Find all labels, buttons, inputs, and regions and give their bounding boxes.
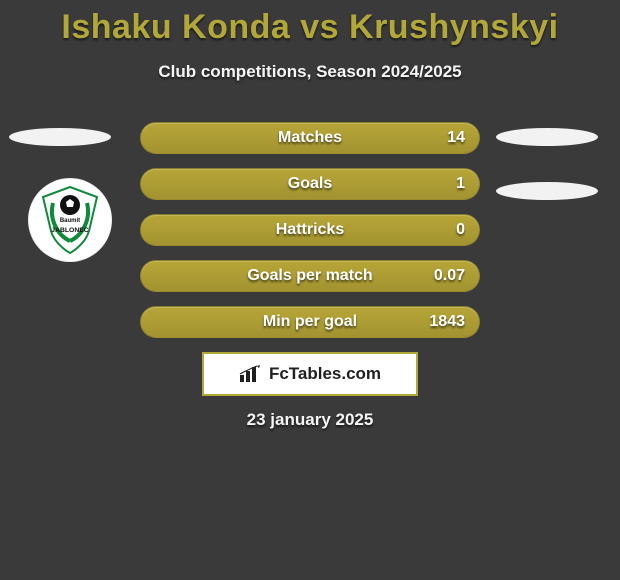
stat-label: Matches [141, 129, 479, 147]
stats-container: Matches 14 Goals 1 Hattricks 0 Goals per… [140, 122, 480, 352]
stat-value: 14 [447, 129, 465, 147]
stat-row: Min per goal 1843 [140, 306, 480, 338]
stat-label: Goals [141, 175, 479, 193]
page-subtitle: Club competitions, Season 2024/2025 [0, 62, 620, 82]
as-of-date: 23 january 2025 [0, 410, 620, 430]
badge-text-bottom: JABLONEC [51, 227, 88, 234]
stat-value: 0 [456, 221, 465, 239]
fctables-brand[interactable]: FcTables.com [202, 352, 418, 396]
badge-text-top: Baumit [60, 218, 80, 224]
club-crest-icon: Baumit JABLONEC [39, 185, 101, 255]
stat-label: Goals per match [141, 267, 479, 285]
club-badge-right-placeholder [496, 182, 598, 200]
page-title: Ishaku Konda vs Krushynskyi [0, 8, 620, 47]
stat-value: 1843 [429, 313, 465, 331]
brand-text: FcTables.com [269, 364, 381, 384]
player-photo-right-placeholder [496, 128, 598, 146]
stat-row: Goals per match 0.07 [140, 260, 480, 292]
player-photo-left-placeholder [9, 128, 111, 146]
stat-label: Hattricks [141, 221, 479, 239]
club-badge-left: Baumit JABLONEC [28, 178, 112, 262]
stat-row: Matches 14 [140, 122, 480, 154]
stat-row: Goals 1 [140, 168, 480, 200]
stat-row: Hattricks 0 [140, 214, 480, 246]
bars-icon [239, 365, 261, 383]
stat-value: 0.07 [434, 267, 465, 285]
stat-value: 1 [456, 175, 465, 193]
